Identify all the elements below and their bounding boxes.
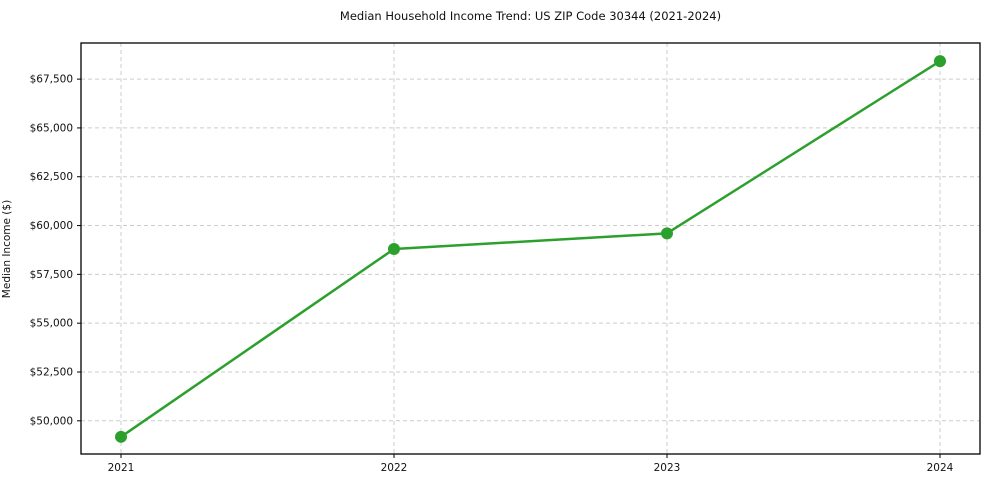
data-point-2022 [388,242,400,255]
y-tick-label: $60,000 [30,220,73,232]
y-tick-label: $67,500 [30,74,73,86]
data-point-2021 [115,430,127,443]
trend-line [119,59,942,439]
x-tick-label: 2021 [108,462,135,474]
plot-border [80,42,981,455]
x-tick-label: 2022 [381,462,408,474]
y-tick-label: $55,000 [30,318,73,330]
y-tick-label: $65,000 [30,122,73,134]
chart-title: Median Household Income Trend: US ZIP Co… [339,9,722,23]
y-tick-label: $62,500 [30,171,73,183]
data-point-2023 [661,227,673,240]
y-tick-label: $57,500 [30,269,73,281]
x-tick-label: 2024 [927,462,954,474]
y-tick-label: $50,000 [30,415,73,427]
x-tick-label: 2023 [654,462,681,474]
data-point-2024 [934,55,946,68]
y-tick-label: $52,500 [30,366,73,378]
